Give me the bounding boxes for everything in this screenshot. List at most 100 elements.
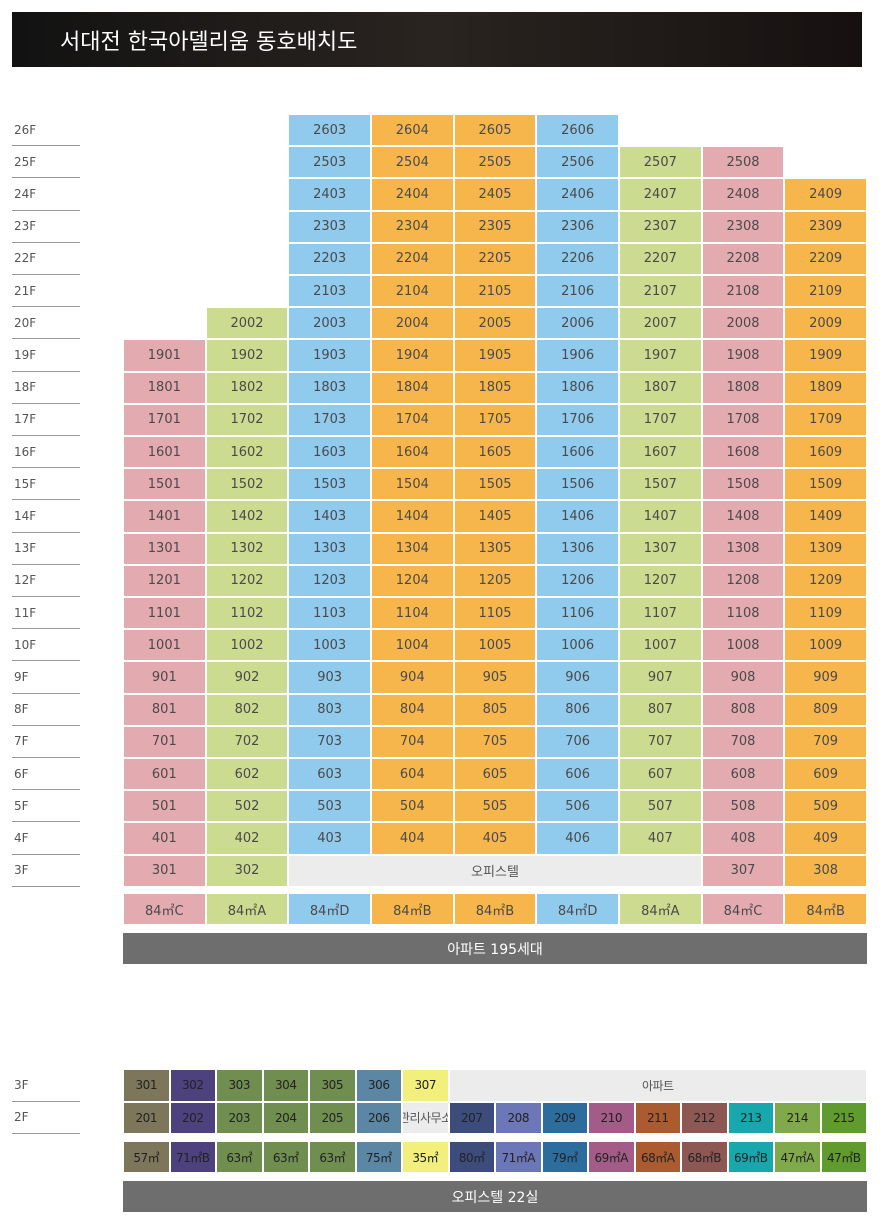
unit-cell: 1803 — [288, 371, 371, 404]
unit-type: 69㎡B — [727, 1141, 774, 1173]
unit-cell: 1508 — [701, 468, 785, 501]
unit-type: 47㎡A — [774, 1141, 821, 1173]
unit-cell: 2105 — [453, 275, 537, 308]
unit-cell: 2109 — [784, 275, 867, 308]
floor-label: 22F — [12, 243, 80, 275]
unit-cell: 2507 — [619, 146, 702, 179]
unit-cell: 212 — [681, 1101, 728, 1134]
unit-cell: 405 — [453, 822, 537, 855]
floor-label: 18F — [12, 372, 80, 404]
unit-cell: 2606 — [536, 114, 619, 147]
unit-cell: 808 — [701, 693, 785, 726]
floor-label: 6F — [12, 758, 80, 791]
unit-cell: 704 — [371, 725, 454, 758]
unit-cell: 1408 — [701, 500, 785, 533]
unit-type: 84㎡B — [371, 893, 454, 925]
floor-label: 11F — [12, 597, 80, 630]
unit-cell: 1905 — [453, 339, 537, 372]
unit-cell: 303 — [216, 1069, 263, 1102]
unit-cell: 1609 — [784, 436, 867, 469]
unit-cell: 302 — [205, 854, 289, 887]
unit-cell: 604 — [371, 758, 454, 791]
unit-cell: 1909 — [784, 339, 867, 372]
unit-cell: 2208 — [701, 242, 785, 275]
unit-cell: 1601 — [123, 436, 206, 469]
unit-cell: 201 — [123, 1101, 170, 1134]
unit-type: 47㎡B — [820, 1141, 867, 1173]
unit-cell: 2206 — [536, 242, 619, 275]
unit-cell: 806 — [536, 693, 619, 726]
unit-cell: 1606 — [536, 436, 619, 469]
unit-cell: 1906 — [536, 339, 619, 372]
unit-cell: 2009 — [784, 307, 867, 340]
unit-cell: 2006 — [536, 307, 619, 340]
unit-cell: 701 — [123, 725, 206, 758]
unit-cell: 2106 — [536, 275, 619, 308]
total-bar: 오피스텔 22실 — [123, 1181, 867, 1212]
unit-cell: 2503 — [288, 146, 371, 179]
floor-label: 3F — [12, 855, 80, 887]
unit-cell: 2506 — [536, 146, 619, 179]
unit-cell: 307 — [701, 854, 785, 887]
unit-cell: 1205 — [453, 564, 537, 597]
floor-label: 7F — [12, 726, 80, 758]
unit-cell: 2207 — [619, 242, 702, 275]
unit-cell: 2103 — [288, 275, 371, 308]
unit-cell: 506 — [536, 790, 619, 823]
unit-type: 84㎡A — [619, 893, 702, 925]
unit-type: 63㎡ — [309, 1141, 356, 1173]
unit-cell: 807 — [619, 693, 702, 726]
unit-cell: 2007 — [619, 307, 702, 340]
unit-cell: 1804 — [371, 371, 454, 404]
unit-cell: 1201 — [123, 564, 206, 597]
unit-cell: 1808 — [701, 371, 785, 404]
unit-cell: 1308 — [701, 532, 785, 565]
unit-cell: 1409 — [784, 500, 867, 533]
unit-cell: 802 — [205, 693, 289, 726]
unit-cell: 1107 — [619, 597, 702, 630]
unit-cell: 1604 — [371, 436, 454, 469]
floor-label: 16F — [12, 436, 80, 469]
unit-cell: 2309 — [784, 210, 867, 243]
unit-cell: 2108 — [701, 275, 785, 308]
unit-cell: 1507 — [619, 468, 702, 501]
unit-cell: 2304 — [371, 210, 454, 243]
unit-cell: 607 — [619, 758, 702, 791]
unit-cell: 2002 — [205, 307, 289, 340]
unit-cell: 805 — [453, 693, 537, 726]
unit-cell: 1305 — [453, 532, 537, 565]
unit-cell: 1501 — [123, 468, 206, 501]
unit-cell: 2004 — [371, 307, 454, 340]
unit-cell: 1509 — [784, 468, 867, 501]
unit-cell: 1907 — [619, 339, 702, 372]
unit-cell: 1303 — [288, 532, 371, 565]
unit-type: 69㎡A — [588, 1141, 635, 1173]
unit-cell: 901 — [123, 661, 206, 694]
unit-cell: 2404 — [371, 178, 454, 211]
unit-cell: 208 — [495, 1101, 542, 1134]
unit-cell: 2403 — [288, 178, 371, 211]
unit-cell: 301 — [123, 854, 206, 887]
span-cell: 관리사무소 — [402, 1101, 449, 1134]
unit-cell: 1002 — [205, 629, 289, 662]
unit-type: 75㎡ — [355, 1141, 402, 1173]
unit-cell: 408 — [701, 822, 785, 855]
unit-cell: 1807 — [619, 371, 702, 404]
unit-cell: 1506 — [536, 468, 619, 501]
unit-cell: 1108 — [701, 597, 785, 630]
unit-cell: 1706 — [536, 403, 619, 436]
unit-cell: 2306 — [536, 210, 619, 243]
unit-cell: 403 — [288, 822, 371, 855]
unit-cell: 1903 — [288, 339, 371, 372]
unit-type: 84㎡D — [536, 893, 619, 925]
unit-type: 68㎡B — [681, 1141, 728, 1173]
unit-cell: 1904 — [371, 339, 454, 372]
unit-cell: 210 — [588, 1101, 635, 1134]
unit-cell: 1602 — [205, 436, 289, 469]
unit-cell: 1504 — [371, 468, 454, 501]
unit-cell: 302 — [169, 1069, 216, 1102]
unit-cell: 905 — [453, 661, 537, 694]
floor-label: 26F — [12, 114, 80, 147]
unit-cell: 205 — [309, 1101, 356, 1134]
